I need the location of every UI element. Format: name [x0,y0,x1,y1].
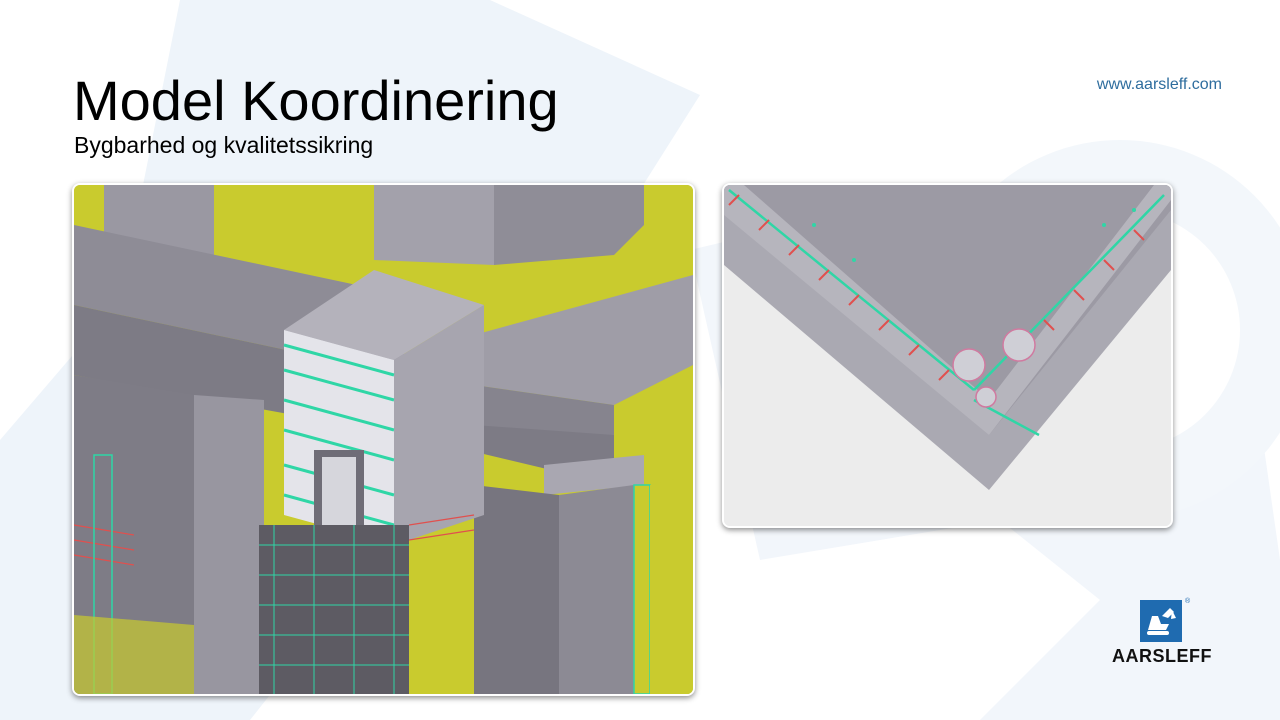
rebar-corner-detail-image [722,183,1173,528]
aarsleff-logo: ® AARSLEFF [1096,598,1228,670]
bim-model-3d-illustration [74,185,693,694]
registered-mark: ® [1185,598,1191,605]
website-link[interactable]: www.aarsleff.com [1096,76,1222,93]
slide-title: Model Koordinering [73,69,559,132]
logo-wordmark: AARSLEFF [1112,646,1212,666]
slide-subtitle: Bygbarhed og kvalitetssikring [74,132,374,158]
excavator-logo-icon [1140,600,1182,642]
rebar-corner-illustration [724,185,1171,526]
bim-model-3d-image [72,183,695,696]
